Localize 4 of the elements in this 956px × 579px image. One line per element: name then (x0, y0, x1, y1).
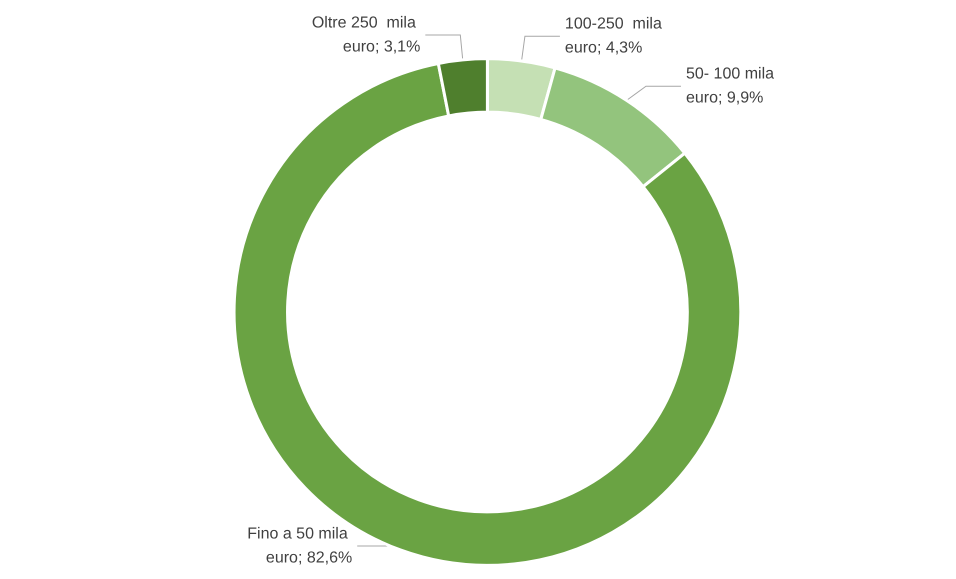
slice-label: 100-250 mila euro; 4,3% (564, 16, 666, 57)
slice-label: Oltre 250 mila euro; 3,1% (312, 14, 420, 56)
slice-label: 50- 100 mila euro; 9,9% (686, 66, 778, 107)
slice-label: Fino a 50 mila euro; 82,6% (247, 526, 352, 566)
